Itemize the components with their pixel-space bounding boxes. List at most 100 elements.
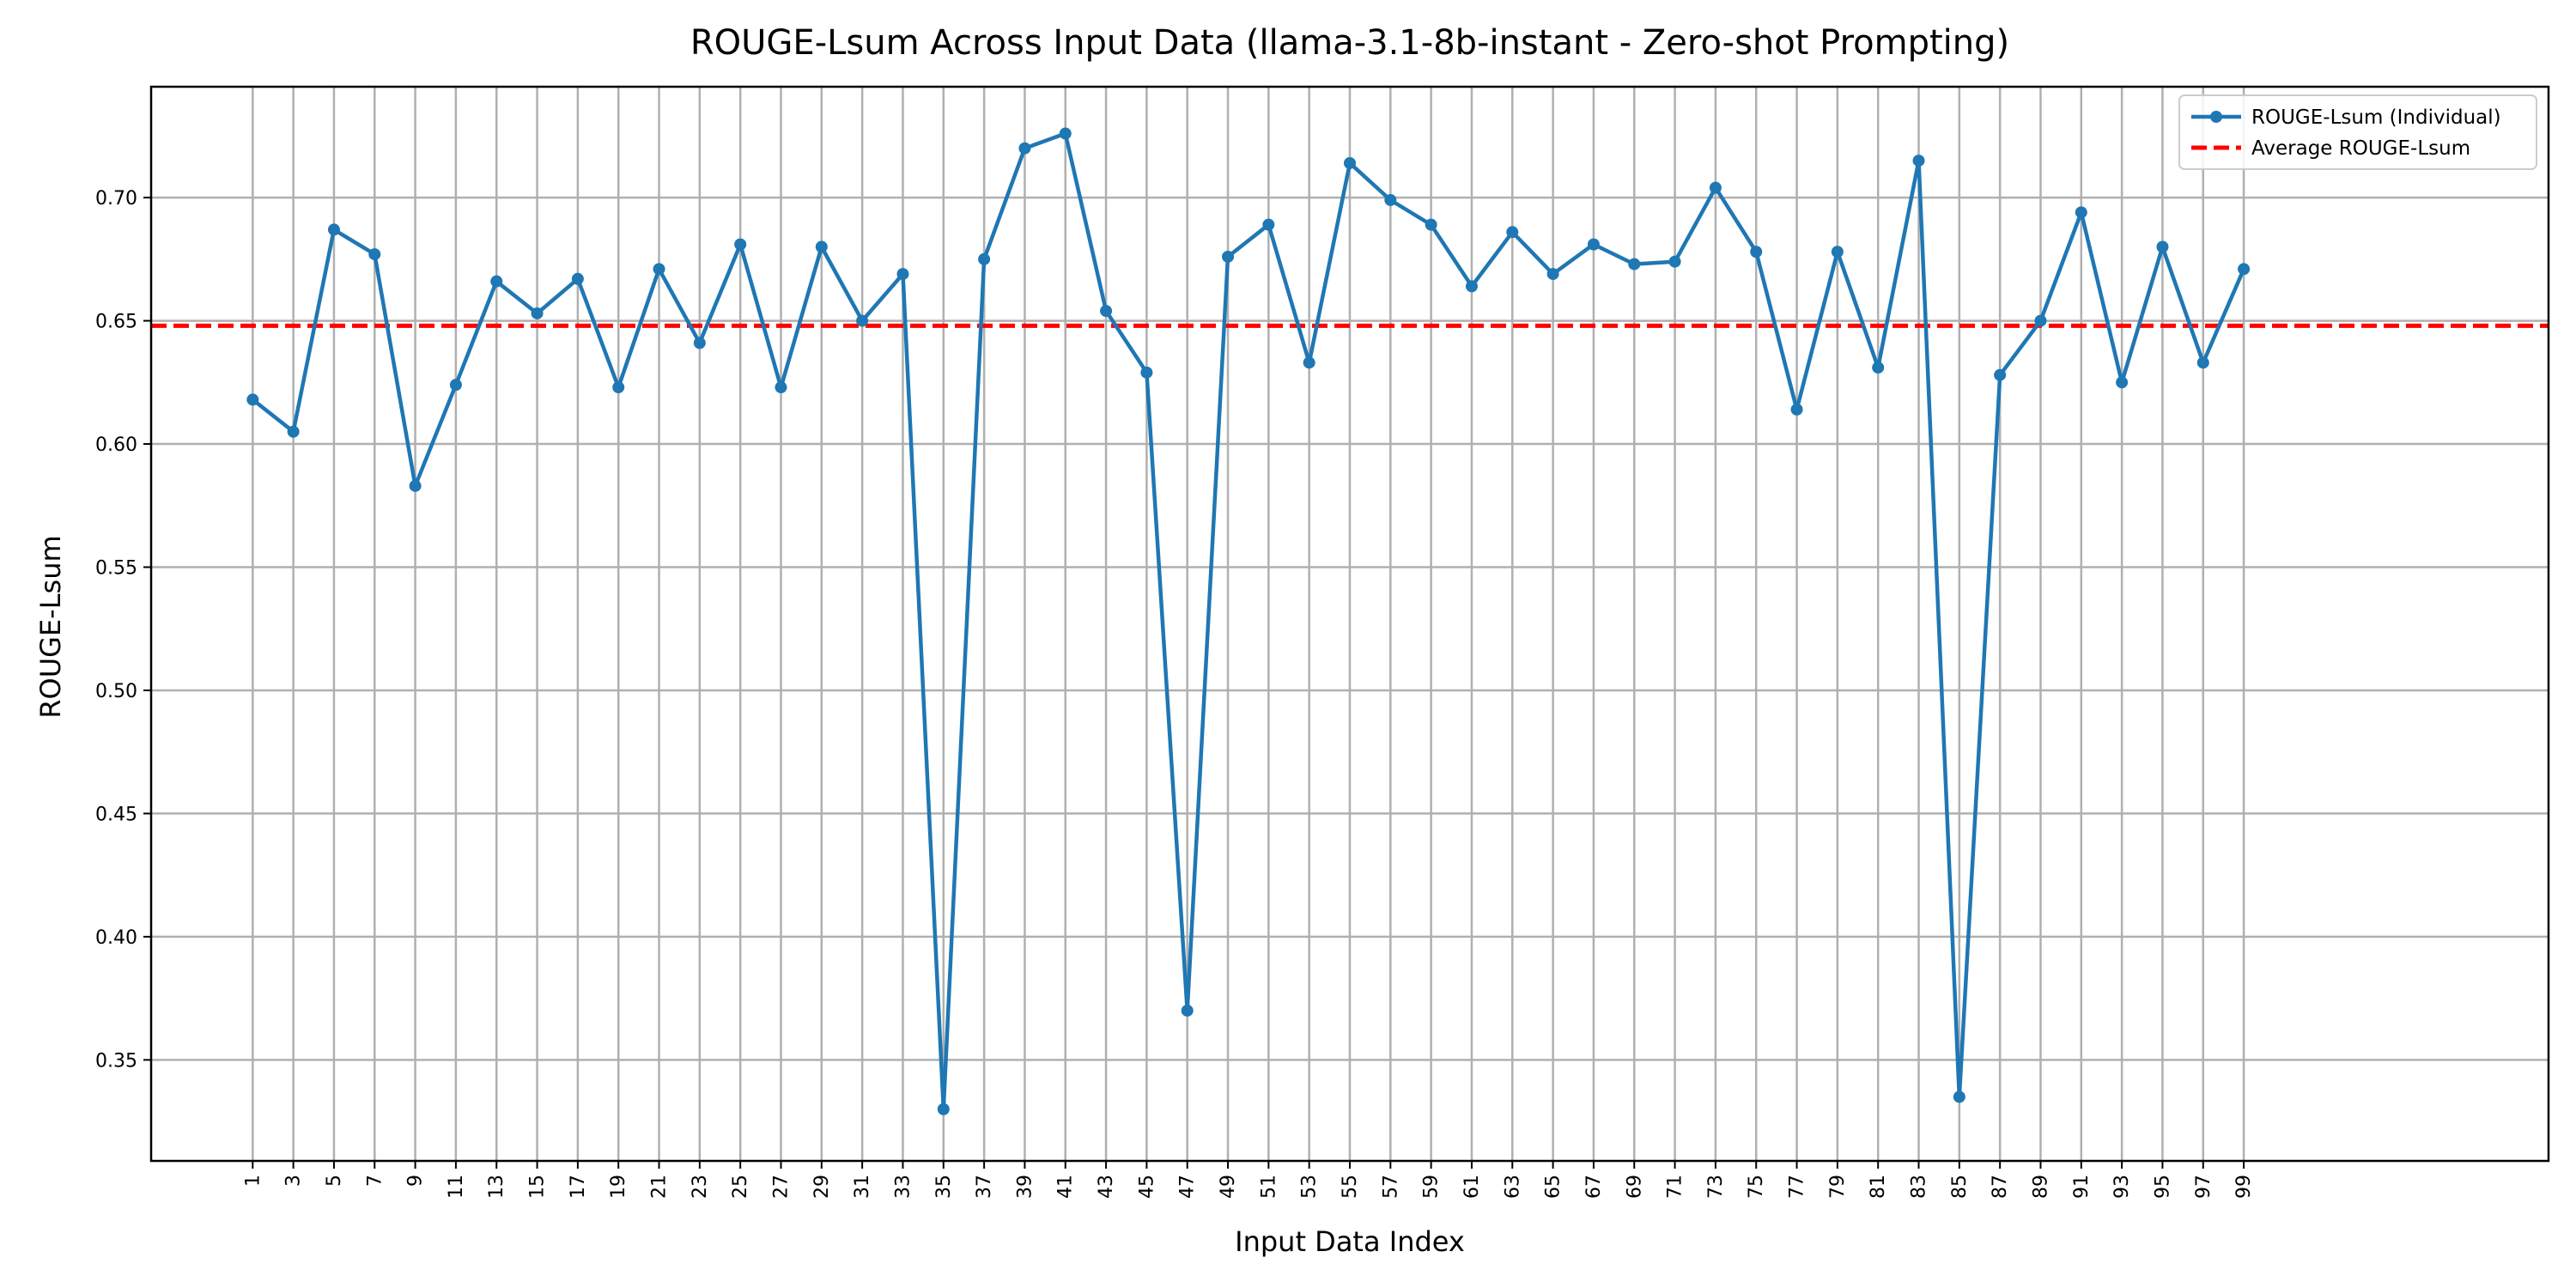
data-point (1059, 127, 1072, 140)
x-tick-label: 57 (1380, 1175, 1401, 1199)
x-tick-label: 17 (568, 1175, 589, 1199)
x-tick-label: 71 (1665, 1175, 1686, 1199)
x-ticks-layer: 1 3 5 7 9 11 13 15 17 19 21 23 25 27 29 31 33 35 37 39 41 43 4… (242, 1161, 2255, 1199)
y-tick-label: 0.35 (95, 1050, 137, 1072)
data-point (2238, 263, 2251, 276)
x-tick-label: 51 (1258, 1175, 1279, 1199)
data-point (1709, 181, 1722, 194)
data-point (1790, 403, 1803, 416)
data-point (327, 223, 340, 236)
x-tick-label: 73 (1705, 1175, 1727, 1199)
data-point (1628, 258, 1641, 270)
x-tick-label: 27 (770, 1175, 792, 1199)
data-point (1668, 255, 1681, 268)
data-point (734, 238, 747, 251)
chart-title: ROUGE-Lsum Across Input Data (llama-3.1-… (690, 23, 2009, 63)
legend: ROUGE-Lsum (Individual) Average ROUGE-Ls… (2178, 94, 2537, 170)
data-point (368, 248, 381, 261)
x-tick-label: 37 (974, 1175, 995, 1199)
y-tick-label: 0.70 (95, 188, 137, 210)
data-point (2196, 356, 2209, 369)
x-tick-label: 83 (1909, 1175, 1930, 1199)
data-point (1912, 155, 1925, 167)
x-axis-label: Input Data Index (1235, 1225, 1465, 1258)
y-tick-label: 0.55 (95, 558, 137, 580)
x-tick-label: 47 (1177, 1175, 1199, 1199)
data-point (1140, 366, 1153, 379)
data-point (1546, 268, 1559, 281)
data-point (1384, 193, 1397, 206)
x-tick-label: 33 (892, 1175, 914, 1199)
legend-label-individual: ROUGE-Lsum (Individual) (2251, 106, 2501, 129)
data-point (490, 275, 503, 288)
x-tick-label: 65 (1543, 1175, 1564, 1199)
x-tick-label: 55 (1340, 1175, 1361, 1199)
data-point (1872, 361, 1885, 374)
data-point (612, 381, 625, 394)
data-point (246, 393, 259, 406)
x-tick-label: 43 (1096, 1175, 1117, 1199)
x-tick-label: 63 (1502, 1175, 1523, 1199)
y-ticks-layer: 0.35 0.40 0.45 0.50 0.55 0.60 0.65 0.70 (95, 188, 151, 1072)
x-tick-label: 41 (1055, 1175, 1077, 1199)
x-tick-label: 35 (933, 1175, 955, 1199)
data-point (2034, 314, 2047, 327)
y-tick-label: 0.60 (95, 434, 137, 456)
x-tick-label: 31 (852, 1175, 873, 1199)
data-point (775, 381, 787, 394)
data-point (571, 272, 584, 285)
x-tick-label: 23 (690, 1175, 711, 1199)
y-tick-label: 0.50 (95, 681, 137, 702)
x-tick-label: 81 (1868, 1175, 1889, 1199)
data-point (1425, 218, 1437, 231)
y-tick-label: 0.45 (95, 804, 137, 825)
legend-marker-individual (2210, 111, 2222, 123)
data-point (1465, 280, 1478, 293)
data-point (1587, 238, 1600, 251)
series-layer (246, 127, 2251, 1115)
x-tick-label: 1 (242, 1175, 264, 1187)
x-tick-label: 75 (1746, 1175, 1767, 1199)
x-tick-label: 61 (1461, 1175, 1483, 1199)
data-point (287, 425, 300, 438)
grid-layer (151, 87, 2549, 1161)
data-point (1018, 142, 1031, 155)
x-tick-label: 39 (1014, 1175, 1036, 1199)
x-tick-label: 85 (1949, 1175, 1971, 1199)
x-tick-label: 79 (1827, 1175, 1849, 1199)
x-tick-label: 87 (1990, 1175, 2011, 1199)
data-point (2116, 376, 2129, 389)
data-point (1262, 218, 1275, 231)
x-tick-label: 93 (2111, 1175, 2133, 1199)
data-point (1181, 1004, 1194, 1017)
x-tick-label: 49 (1218, 1175, 1239, 1199)
x-tick-label: 97 (2193, 1175, 2215, 1199)
data-point (2075, 206, 2087, 219)
x-tick-label: 3 (283, 1175, 305, 1187)
x-tick-label: 13 (486, 1175, 507, 1199)
data-point (856, 314, 869, 327)
x-tick-label: 69 (1624, 1175, 1645, 1199)
data-point (937, 1103, 950, 1115)
data-point (1750, 246, 1763, 258)
x-tick-label: 45 (1136, 1175, 1157, 1199)
data-point (978, 252, 991, 265)
y-axis-label: ROUGE-Lsum (34, 535, 67, 718)
y-tick-label: 0.40 (95, 927, 137, 949)
data-point (1100, 305, 1113, 318)
x-tick-label: 21 (649, 1175, 671, 1199)
data-point (693, 337, 706, 349)
data-point (531, 307, 544, 319)
data-point (1506, 226, 1519, 239)
data-point (1953, 1091, 1965, 1103)
x-tick-label: 67 (1583, 1175, 1605, 1199)
legend-label-average: Average ROUGE-Lsum (2251, 137, 2470, 160)
x-tick-label: 7 (364, 1175, 386, 1187)
y-tick-label: 0.65 (95, 312, 137, 333)
x-tick-label: 89 (2030, 1175, 2051, 1199)
x-tick-label: 11 (446, 1175, 467, 1199)
data-point (815, 240, 828, 253)
